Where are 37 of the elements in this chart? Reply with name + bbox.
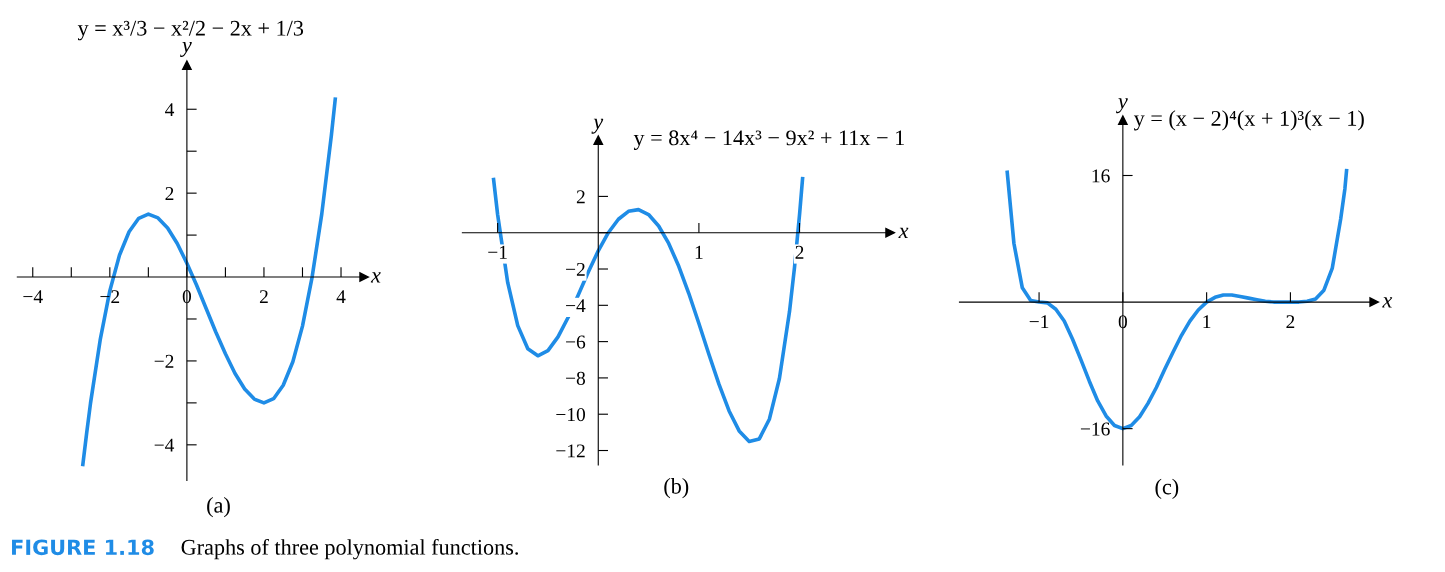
x-tick-label: 1 bbox=[695, 245, 703, 259]
y-tick-label: −4 bbox=[154, 438, 175, 452]
x-tick-label: 4 bbox=[336, 290, 346, 304]
x-axis-title: x bbox=[1382, 297, 1393, 308]
y-tick-label: −2 bbox=[566, 262, 585, 276]
x-tick-label: 2 bbox=[1286, 315, 1295, 329]
y-tick-label: −2 bbox=[154, 354, 174, 368]
x-tick-label: 2 bbox=[259, 290, 268, 304]
x-tick-label: −4 bbox=[23, 290, 43, 304]
x-axis-title: x bbox=[370, 272, 381, 283]
text: (c) bbox=[1155, 478, 1179, 499]
x-tick-label: −1 bbox=[1029, 315, 1049, 329]
y-tick-label: −4 bbox=[566, 299, 586, 313]
y-tick-label: −10 bbox=[556, 408, 586, 422]
chart-title: y = x³/3 − x²/2 − 2x + 1/3 bbox=[77, 20, 304, 41]
chart-title: y = 8x⁴ − 14x³ − 9x² + 11x − 1 bbox=[633, 130, 904, 150]
y-tick-label: −6 bbox=[566, 335, 586, 349]
x-axis-title: x bbox=[898, 227, 909, 239]
caption: FIGURE 1.18 bbox=[12, 539, 154, 556]
y-tick-label: 4 bbox=[165, 103, 175, 116]
line-series bbox=[81, 97, 338, 467]
y-tick-label: −8 bbox=[566, 371, 586, 385]
x-tick-label: 1 bbox=[1203, 315, 1211, 329]
text: (a) bbox=[207, 497, 230, 518]
text: Graphs of three polynomial functions. bbox=[181, 538, 518, 560]
y-tick-label: 16 bbox=[1092, 169, 1110, 183]
y-tick-label: 2 bbox=[576, 190, 585, 204]
y-axis-title: y bbox=[180, 41, 192, 57]
y-tick-label: 2 bbox=[165, 187, 174, 200]
y-tick-label: −12 bbox=[556, 444, 585, 458]
y-tick-label: −16 bbox=[1080, 422, 1110, 436]
chart-title: y = (x − 2)⁴(x + 1)³(x − 1) bbox=[1133, 110, 1364, 131]
x-tick-label: 2 bbox=[795, 245, 804, 259]
text: (b) bbox=[664, 478, 689, 499]
y-axis-title: y bbox=[591, 118, 604, 134]
y-axis-title: y bbox=[1116, 98, 1128, 114]
x-tick-label: −1 bbox=[488, 245, 507, 259]
